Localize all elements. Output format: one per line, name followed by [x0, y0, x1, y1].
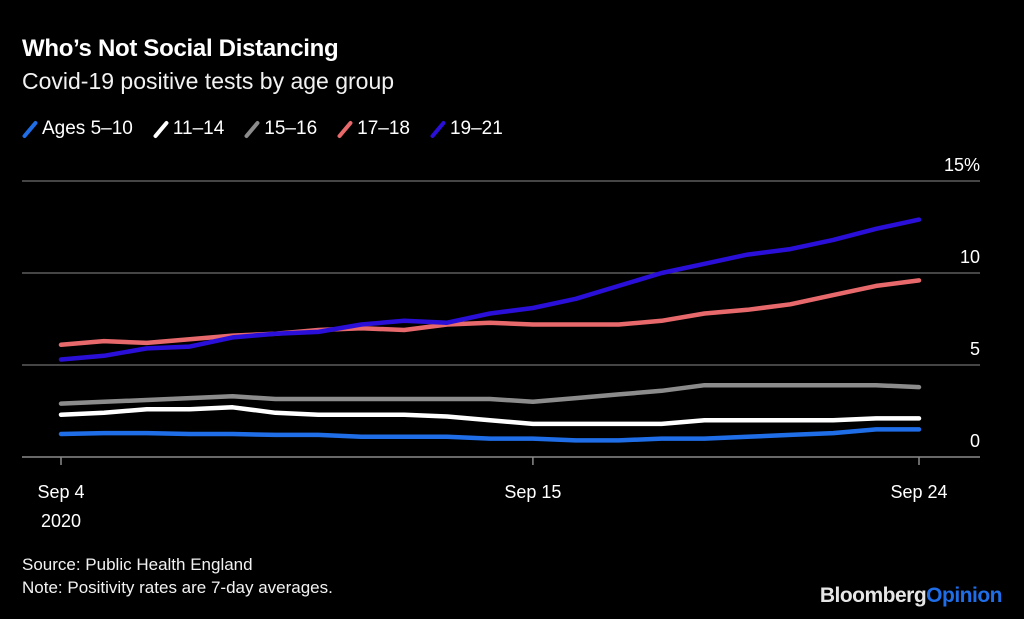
- source-text: Source: Public Health England: [22, 555, 253, 574]
- chart-subtitle: Covid-19 positive tests by age group: [22, 68, 395, 94]
- x-tick-sublabel: 2020: [41, 511, 81, 531]
- legend-label: Ages 5–10: [42, 118, 133, 139]
- note-text: Note: Positivity rates are 7-day average…: [22, 578, 333, 597]
- x-tick-label: Sep 24: [890, 482, 947, 502]
- brand-secondary: Opinion: [926, 584, 1002, 607]
- source-notes: Source: Public Health England Note: Posi…: [22, 553, 333, 599]
- gridlines: [22, 180, 980, 458]
- legend-item-ages-5-10: Ages 5–10: [21, 118, 133, 140]
- legend-label: 19–21: [449, 118, 503, 139]
- legend-item-15-16: 15–16: [244, 118, 317, 140]
- legend-item-17-18: 17–18: [336, 118, 410, 140]
- series-line-17-18: [58, 278, 922, 348]
- x-tick-label: Sep 15: [504, 482, 561, 502]
- series-line-15-16: [58, 382, 922, 406]
- y-tick-label: 5: [970, 339, 980, 359]
- brand-primary: Bloomberg: [819, 584, 927, 607]
- legend-label: 11–14: [172, 118, 225, 139]
- x-axis: Sep 4 2020 Sep 15 Sep 24: [37, 457, 948, 531]
- legend-label: 17–18: [357, 118, 410, 139]
- y-tick-label: 10: [960, 247, 980, 267]
- legend-item-19-21: 19–21: [429, 118, 503, 140]
- legend: Ages 5–10 11–14 15–16 17–18 19–21: [21, 118, 523, 140]
- series-line-11-14: [58, 405, 922, 427]
- y-axis: 0 5 10 15%: [944, 155, 980, 451]
- chart-title: Who’s Not Social Distancing: [22, 35, 339, 62]
- x-tick-label: Sep 4: [37, 482, 84, 502]
- legend-label: 15–16: [264, 118, 318, 139]
- series-lines: [58, 217, 922, 443]
- bloomberg-opinion-logo: BloombergOpinion: [819, 584, 1003, 608]
- y-tick-label: 0: [970, 431, 980, 451]
- series-line-19-21: [58, 217, 922, 362]
- series-line-ages-5-10: [58, 427, 922, 443]
- y-tick-label: 15%: [944, 155, 980, 175]
- legend-item-11-14: 11–14: [152, 118, 225, 140]
